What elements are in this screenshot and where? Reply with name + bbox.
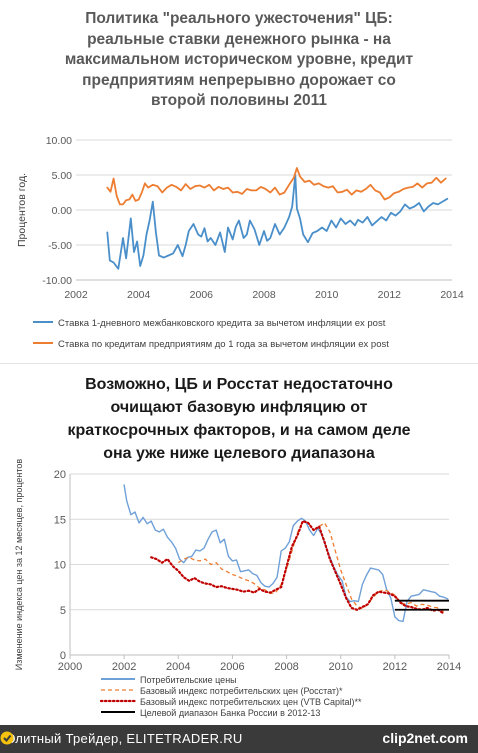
top-chart-canvas: -10.00 -5.00 0.00 5.00 10.00 2002 2004 2006 2008… — [16, 135, 464, 350]
legend-label-4: Целевой диапазон Банка России в 2012-13 — [140, 708, 320, 718]
x-tick-label: 2008 — [252, 289, 276, 301]
x-tick-label: 2012 — [378, 289, 402, 301]
x-tick-label: 2004 — [127, 289, 151, 301]
y-tick-label: 0.00 — [52, 205, 73, 217]
top-chart: Политика "реального ужесточения" ЦБ: реа… — [0, 0, 478, 363]
y-tick-label: 15 — [54, 514, 66, 526]
x-tick-label: 2002 — [64, 289, 88, 301]
x-tick-label: 2002 — [112, 661, 136, 673]
y-tick-label: -5.00 — [48, 240, 72, 252]
x-tick-label: 2010 — [315, 289, 339, 301]
y-tick-label: 10.00 — [46, 135, 72, 147]
bottom-chart-title: Возможно, ЦБ и Росстат недостаточно очищ… — [67, 376, 411, 462]
legend-label-2: Базовый индекс потребительских цен (Росс… — [140, 686, 343, 696]
top-chart-title: Политика "реального ужесточения" ЦБ: реа… — [64, 10, 414, 109]
series-line-2 — [106, 167, 447, 206]
bottom-chart-canvas: 0 5 10 15 20 2000 2002 2004 2006 2008 2010 2012 2014… — [14, 459, 461, 718]
x-tick-label: 2006 — [220, 661, 244, 673]
series-line-1 — [106, 174, 449, 270]
series-line-3 — [150, 520, 445, 615]
legend-label-2: Ставка по кредитам предприятиям до 1 год… — [58, 339, 389, 350]
y-axis-label: Процентов год. — [16, 173, 28, 247]
legend-label-1: Потребительские цены — [140, 675, 237, 685]
x-tick-label: 2014 — [437, 661, 461, 673]
footer-bar: Элитный Трейдер, ELITETRADER.RU clip2net… — [0, 725, 478, 753]
x-tick-label: 2004 — [166, 661, 190, 673]
x-tick-label: 2008 — [274, 661, 298, 673]
y-tick-label: 5 — [60, 605, 66, 617]
footer-logo-text: clip2net.com — [382, 730, 468, 746]
footer-source-text: Элитный Трейдер, ELITETRADER.RU — [6, 731, 243, 746]
clip2net-logo-icon — [0, 731, 14, 745]
x-tick-label: 2010 — [328, 661, 352, 673]
y-tick-label: -10.00 — [42, 275, 72, 287]
x-tick-label: 2000 — [58, 661, 82, 673]
y-tick-label: 20 — [54, 469, 66, 481]
y-tick-label: 0 — [60, 650, 66, 662]
y-tick-label: 5.00 — [52, 170, 73, 182]
series-line-1 — [123, 484, 449, 623]
y-axis-label: Изменение индекса цен за 12 месяцев, про… — [14, 459, 24, 671]
legend-label-3: Базовый индекс потребительских цен (VTB … — [140, 697, 362, 707]
bottom-chart: Возможно, ЦБ и Росстат недостаточно очищ… — [0, 363, 478, 726]
legend-label-1: Ставка 1-дневного межбанковского кредита… — [58, 318, 386, 329]
x-tick-label: 2006 — [190, 289, 214, 301]
x-tick-label: 2012 — [383, 661, 407, 673]
y-tick-label: 10 — [54, 560, 66, 572]
x-tick-label: 2014 — [440, 289, 464, 301]
